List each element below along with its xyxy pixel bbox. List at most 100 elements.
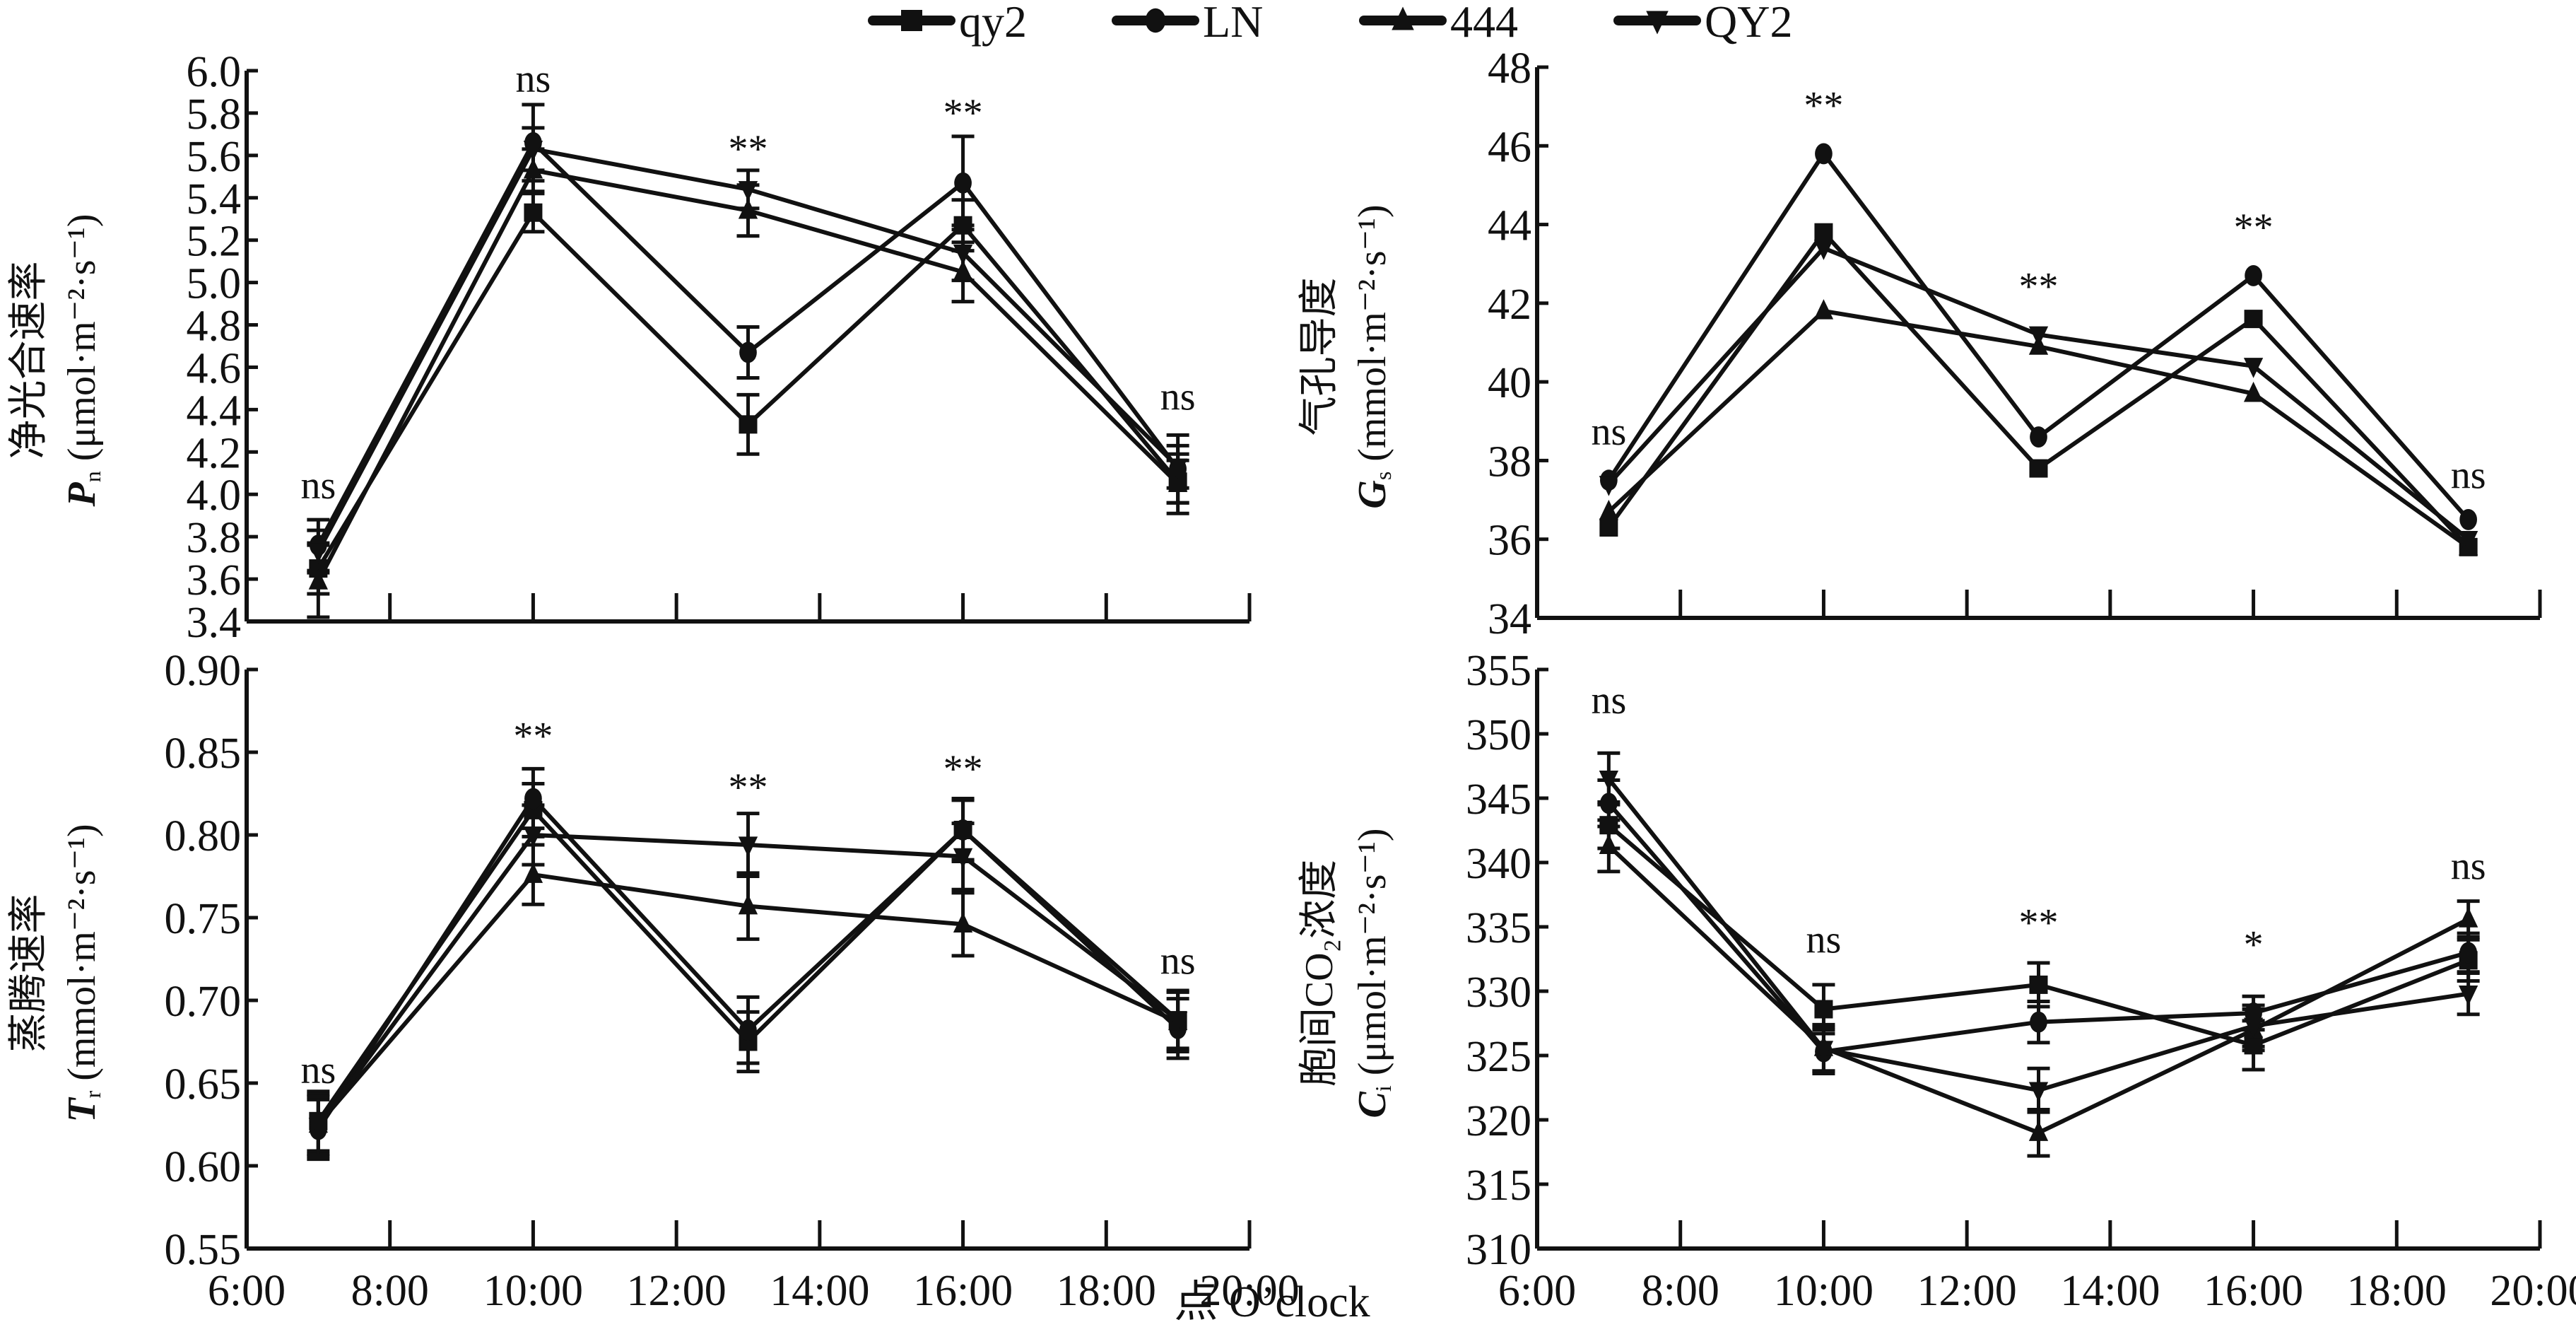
data-point-qy2 xyxy=(2244,1036,2263,1055)
y-axis-unit: (mmol·m⁻²·s⁻¹) xyxy=(60,824,104,1090)
data-point-qy2 xyxy=(738,181,758,201)
data-point-444 xyxy=(1599,834,1619,855)
data-point-ln xyxy=(739,341,757,363)
data-point-444 xyxy=(523,863,543,883)
significance-label: ** xyxy=(943,747,983,791)
y-tick-label: 0.75 xyxy=(165,895,242,943)
data-point-444 xyxy=(2028,1121,2049,1141)
significance-label: ** xyxy=(1804,83,1843,127)
y-axis-symbol: C xyxy=(1351,1092,1394,1118)
x-tick-label: 14:00 xyxy=(2060,1267,2160,1315)
y-tick-label: 3.8 xyxy=(187,514,242,562)
y-tick-label: 5.8 xyxy=(187,90,242,139)
data-point-ln xyxy=(2030,1011,2047,1033)
y-axis-label-cn: 净光合速率 xyxy=(7,262,51,460)
x-tick-label: 10:00 xyxy=(483,1267,583,1315)
y-tick-label: 355 xyxy=(1466,647,1531,695)
data-point-qy2 xyxy=(2028,1082,2049,1103)
significance-label: ns xyxy=(1160,940,1196,983)
legend-label: qy2 xyxy=(959,0,1027,47)
y-tick-label: 330 xyxy=(1466,969,1531,1017)
significance-label: ** xyxy=(2019,264,2059,308)
significance-label: ** xyxy=(729,766,768,809)
x-tick-label: 8:00 xyxy=(1642,1267,1719,1315)
y-tick-label: 0.65 xyxy=(165,1060,242,1109)
y-axis-unit: (mmol·m⁻²·s⁻¹) xyxy=(1351,204,1394,471)
y-tick-label: 36 xyxy=(1488,517,1531,565)
panel-pn: 3.43.63.84.04.24.44.64.85.05.25.45.65.86… xyxy=(7,48,1252,647)
data-point-444 xyxy=(953,259,973,281)
significance-label: ns xyxy=(300,464,336,508)
y-tick-label: 3.6 xyxy=(187,556,242,604)
x-axis-title: 点 O’clock xyxy=(1174,1278,1370,1326)
data-point-ln xyxy=(954,819,972,841)
significance-label: ns xyxy=(300,1048,336,1092)
data-point-qy2 xyxy=(308,1118,329,1138)
data-point-qy2 xyxy=(1168,1012,1188,1032)
y-tick-label: 38 xyxy=(1488,438,1531,486)
data-point-qy2 xyxy=(2243,1017,2264,1039)
data-point-ln xyxy=(1600,793,1618,814)
y-tick-label: 4.4 xyxy=(187,387,242,435)
data-point-444 xyxy=(523,158,543,179)
y-tick-label: 0.60 xyxy=(165,1143,242,1191)
data-point-qy2 xyxy=(953,216,972,235)
y-axis-label-unit: Ci (μmol·m⁻²·s⁻¹) xyxy=(1351,828,1396,1118)
y-axis-subscript: n xyxy=(80,471,105,482)
significance-label: ns xyxy=(1806,918,1842,961)
y-axis-symbol: G xyxy=(1351,480,1394,508)
y-tick-label: 3.4 xyxy=(187,599,242,647)
significance-label: ** xyxy=(943,91,983,135)
x-tick-label: 16:00 xyxy=(2204,1267,2303,1315)
y-tick-label: 335 xyxy=(1466,904,1531,952)
x-tick-label: 8:00 xyxy=(351,1267,429,1315)
y-axis-label-cn: 气孔导度 xyxy=(1298,278,1341,436)
significance-label: ** xyxy=(2019,901,2059,945)
y-tick-label: 0.70 xyxy=(165,978,242,1026)
data-point-qy2 xyxy=(1814,223,1833,242)
x-tick-label: 20:00 xyxy=(1199,1267,1299,1315)
y-axis-symbol: P xyxy=(60,482,104,508)
x-tick-label: 12:00 xyxy=(627,1267,727,1315)
y-tick-label: 6.0 xyxy=(187,48,242,96)
data-point-qy2 xyxy=(2029,975,2048,994)
y-tick-label: 4.0 xyxy=(187,472,242,520)
data-point-qy2 xyxy=(953,848,973,869)
data-point-444 xyxy=(738,198,758,219)
y-axis-label-unit: Gs (mmol·m⁻²·s⁻¹) xyxy=(1351,204,1396,508)
data-point-qy2 xyxy=(2458,985,2478,1006)
data-point-qy2 xyxy=(1813,240,1834,260)
y-tick-label: 320 xyxy=(1466,1097,1531,1145)
data-point-qy2 xyxy=(1599,816,1618,835)
legend-label: 444 xyxy=(1450,0,1518,47)
data-point-qy2 xyxy=(2029,459,2048,478)
data-point-444 xyxy=(1599,499,1619,520)
y-tick-label: 5.4 xyxy=(187,175,242,223)
y-axis-label-cn: 胞间CO₂浓度 xyxy=(1298,860,1341,1087)
significance-label: ** xyxy=(2234,206,2274,250)
y-axis-subscript: s xyxy=(1370,472,1396,480)
significance-label: ns xyxy=(516,57,551,101)
legend-marker-square xyxy=(901,10,922,31)
data-point-444 xyxy=(1168,472,1188,492)
y-tick-label: 4.6 xyxy=(187,344,242,392)
y-tick-label: 42 xyxy=(1488,281,1531,329)
y-axis-label-unit: Tr (mmol·m⁻²·s⁻¹) xyxy=(60,824,105,1122)
legend-item-qy2: qy2 xyxy=(868,0,1027,47)
data-point-444 xyxy=(2243,381,2264,402)
legend-marker-triangle-up xyxy=(1392,6,1414,30)
data-point-444 xyxy=(2458,907,2478,928)
data-point-ln xyxy=(2245,264,2262,286)
legend-item-444: 444 xyxy=(1359,0,1518,47)
panel-tr: 0.55 0.60 0.65 0.70 0.75 0.80 0.85 0.90 6:00 8:00… xyxy=(7,647,1300,1315)
significance-label: ns xyxy=(1160,375,1196,419)
data-point-qy2 xyxy=(523,826,543,847)
x-tick-label: 14:00 xyxy=(770,1267,869,1315)
data-point-qy2 xyxy=(2028,326,2049,347)
y-tick-label: 0.55 xyxy=(165,1226,242,1274)
data-point-qy2 xyxy=(308,543,329,564)
data-point-444 xyxy=(308,569,329,590)
significance-label: ** xyxy=(729,127,768,171)
